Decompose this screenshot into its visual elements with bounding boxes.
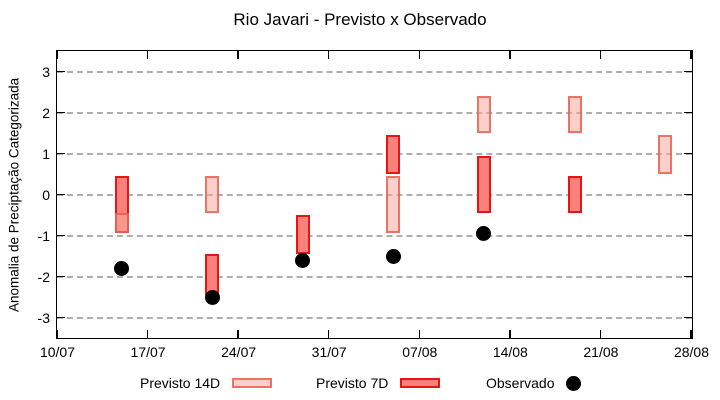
bar-previsto-14d	[114, 212, 129, 234]
y-tick-label: -2	[37, 269, 50, 285]
bar-previsto-14d	[658, 135, 673, 174]
legend-item-previsto-14d: Previsto 14D	[140, 374, 273, 392]
x-axis-tick	[146, 51, 149, 59]
gridline	[57, 234, 692, 237]
bar-previsto-7d	[567, 176, 582, 213]
x-axis-tick	[237, 51, 239, 59]
y-axis-tick	[684, 111, 692, 113]
gridline	[57, 316, 692, 319]
bar-previsto-14d	[476, 96, 491, 133]
legend-label-observado: Observado	[486, 375, 555, 391]
y-tick-label: 2	[42, 105, 50, 121]
y-tick-label: 3	[42, 64, 50, 80]
bar-previsto-14d	[386, 176, 401, 234]
x-axis-tick	[599, 51, 602, 59]
y-axis-tick	[57, 275, 65, 277]
x-axis-tick	[146, 330, 149, 338]
observado-dot	[295, 252, 311, 268]
chart-title: Rio Javari - Previsto x Observado	[233, 10, 487, 29]
legend-item-previsto-7d: Previsto 7D	[316, 374, 441, 392]
y-axis-tick	[684, 70, 692, 72]
y-tick-label: -3	[37, 310, 50, 326]
x-tick-label: 10/07	[39, 344, 76, 360]
gridline	[57, 193, 692, 196]
gridline	[57, 152, 692, 155]
x-axis-tick	[418, 51, 421, 59]
observado-dot	[476, 225, 492, 241]
gridline	[57, 70, 692, 73]
x-tick-label: 17/07	[130, 344, 166, 360]
previsto-7d-swatch-icon	[400, 378, 441, 388]
x-axis-tick	[56, 51, 58, 59]
y-axis-tick	[57, 152, 65, 154]
y-tick-label: 1	[42, 146, 50, 162]
x-axis-tick	[327, 51, 330, 59]
y-tick-label: 0	[42, 187, 50, 203]
x-axis-tick	[56, 330, 58, 338]
x-axis-tick	[509, 330, 511, 338]
x-tick-label: 28/08	[673, 344, 710, 360]
plot-area	[56, 50, 693, 339]
observado-dot	[114, 260, 130, 276]
observado-dot-icon	[566, 375, 582, 391]
bar-previsto-7d	[295, 215, 310, 254]
bar-previsto-7d	[476, 155, 491, 213]
x-tick-label: 21/08	[583, 344, 619, 360]
y-axis-tick	[57, 70, 65, 72]
x-tick-label: 14/08	[492, 344, 528, 360]
x-axis-tick	[237, 330, 239, 338]
x-axis-tick	[599, 330, 602, 338]
bar-previsto-14d	[567, 96, 582, 133]
x-axis-tick	[418, 330, 421, 338]
y-axis-tick	[57, 111, 65, 113]
y-tick-label: -1	[37, 228, 50, 244]
x-tick-label: 07/08	[402, 344, 438, 360]
legend-label-previsto-7d: Previsto 7D	[316, 375, 389, 391]
legend-item-observado: Observado	[486, 374, 582, 392]
x-tick-label: 31/07	[311, 344, 347, 360]
gridline	[57, 111, 692, 114]
y-axis-tick	[684, 193, 692, 195]
y-axis-tick	[57, 234, 65, 236]
bar-previsto-14d	[205, 176, 220, 213]
y-axis-tick	[684, 316, 692, 318]
x-axis-tick	[327, 330, 330, 338]
gridline	[57, 275, 692, 278]
y-axis-tick	[684, 275, 692, 277]
observado-dot	[204, 289, 220, 305]
y-axis-tick	[684, 152, 692, 154]
bar-previsto-7d	[386, 135, 401, 174]
bar-previsto-7d	[205, 253, 220, 295]
x-axis-tick	[690, 51, 692, 59]
x-tick-label: 24/07	[221, 344, 257, 360]
observado-dot	[385, 248, 401, 264]
y-axis-tick	[57, 316, 65, 318]
x-axis-tick	[690, 330, 692, 338]
legend-label-previsto-14d: Previsto 14D	[140, 375, 221, 391]
y-axis-tick	[684, 234, 692, 236]
y-axis-tick	[57, 193, 65, 195]
previsto-14d-swatch-icon	[232, 378, 273, 388]
x-axis-tick	[509, 51, 511, 59]
